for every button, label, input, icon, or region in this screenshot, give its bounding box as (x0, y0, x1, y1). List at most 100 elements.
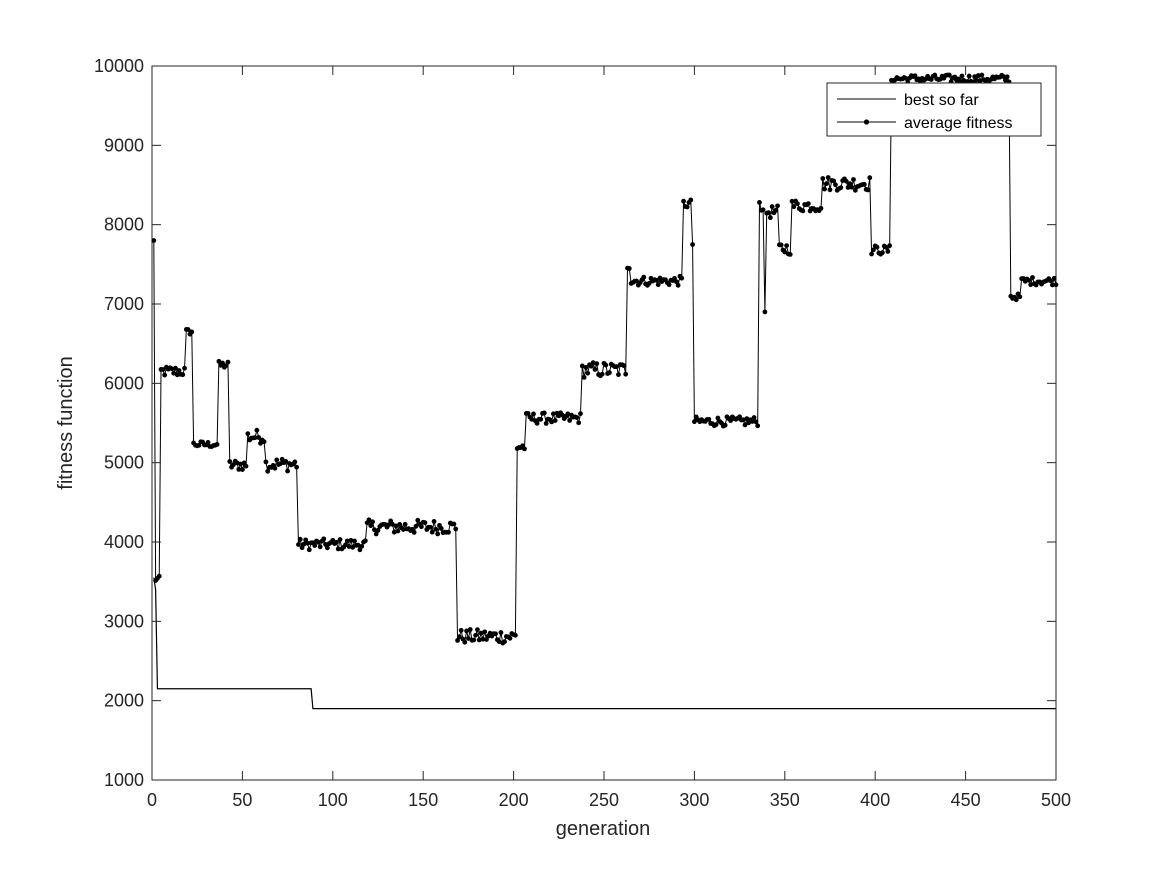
average-fitness-point (567, 417, 573, 423)
average-fitness-point (185, 327, 191, 332)
average-fitness-point (585, 370, 591, 376)
average-fitness-point (216, 358, 222, 364)
average-fitness-point (728, 418, 733, 423)
average-fitness-point (368, 523, 374, 529)
average-fitness-point (431, 518, 437, 524)
average-fitness-point (462, 639, 468, 645)
average-fitness-point (767, 215, 773, 221)
average-fitness-point (722, 422, 728, 428)
average-fitness-point (350, 544, 356, 550)
average-fitness-point (205, 439, 211, 445)
average-fitness-point (1026, 277, 1032, 283)
average-fitness-point (870, 247, 876, 253)
average-fitness-point (599, 371, 605, 377)
average-fitness-point (932, 72, 938, 78)
average-fitness-point (433, 526, 439, 532)
average-fitness-point (974, 77, 979, 83)
average-fitness-point (838, 185, 844, 191)
average-fitness-point (827, 187, 833, 193)
y-tick-label: 2000 (104, 691, 144, 711)
average-fitness-point (966, 73, 972, 79)
average-fitness-point (740, 417, 746, 423)
average-fitness-point (603, 362, 609, 368)
average-fitness-point (1017, 294, 1023, 300)
x-tick-label: 350 (770, 790, 800, 810)
average-fitness-point (543, 421, 549, 426)
average-fitness-point (762, 309, 768, 315)
average-fitness-point (476, 637, 482, 643)
average-fitness-point (1053, 282, 1059, 288)
average-fitness-point (789, 198, 795, 204)
average-fitness-point (371, 527, 377, 533)
average-fitness-point (306, 547, 312, 553)
average-fitness-point (749, 419, 755, 424)
average-fitness-point (541, 410, 547, 416)
average-fitness-point (867, 175, 873, 181)
average-fitness-point (391, 529, 397, 535)
average-fitness-point (760, 207, 766, 213)
average-fitness-point (861, 182, 867, 187)
average-fitness-point (880, 250, 885, 256)
average-fitness-point (373, 531, 379, 537)
average-fitness-point (272, 465, 278, 471)
average-fitness-point (654, 277, 659, 283)
average-fitness-point (692, 419, 697, 425)
average-fitness-point (277, 461, 283, 467)
average-fitness-point (263, 459, 269, 465)
average-fitness-point (160, 367, 166, 372)
average-fitness-point (641, 274, 647, 280)
average-fitness-point (655, 282, 661, 288)
average-fitness-point (236, 466, 242, 472)
average-fitness-point (782, 249, 788, 255)
average-fitness-point (296, 542, 301, 547)
average-fitness-point (626, 266, 632, 271)
x-tick-label: 100 (318, 790, 348, 810)
average-fitness-point (823, 181, 829, 187)
average-fitness-point (657, 275, 663, 281)
average-fitness-point (594, 361, 600, 367)
average-fitness-point (912, 73, 918, 79)
average-fitness-point (1051, 275, 1057, 281)
average-fitness-point (903, 76, 909, 81)
average-fitness-point (429, 529, 435, 535)
legend-marker-average-fitness (863, 119, 870, 125)
average-fitness-point (256, 435, 262, 440)
average-fitness-point (502, 639, 507, 645)
average-fitness-point (679, 275, 685, 281)
y-tick-label: 9000 (104, 135, 144, 155)
average-fitness-point (833, 182, 838, 188)
average-fitness-point (496, 639, 502, 644)
average-fitness-point (478, 630, 484, 636)
average-fitness-point (820, 176, 826, 181)
average-fitness-point (305, 540, 310, 546)
average-fitness-point (346, 544, 352, 549)
average-fitness-point (335, 546, 341, 552)
x-tick-label: 0 (147, 790, 157, 810)
average-fitness-point (458, 627, 464, 633)
average-fitness-point (1004, 74, 1010, 80)
average-fitness-point (265, 468, 271, 474)
average-fitness-point (769, 204, 775, 209)
average-fitness-point (681, 198, 686, 204)
average-fitness-point (822, 186, 827, 192)
y-tick-label: 5000 (104, 453, 144, 473)
average-fitness-point (359, 543, 365, 549)
x-tick-label: 300 (679, 790, 709, 810)
average-fitness-point (616, 372, 621, 378)
average-fitness-point (614, 364, 620, 370)
average-fitness-point (851, 177, 856, 182)
average-fitness-point (744, 416, 750, 422)
legend-label-average-fitness: average fitness (904, 115, 1013, 132)
average-fitness-point (390, 521, 395, 527)
best-so-far-series (153, 577, 1056, 710)
average-fitness-point (285, 468, 290, 474)
average-fitness-point (352, 538, 357, 544)
average-fitness-point (845, 185, 851, 190)
average-fitness-point (795, 201, 800, 207)
average-fitness-point (753, 419, 759, 425)
average-fitness-point (220, 360, 225, 366)
average-fitness-point (254, 427, 260, 433)
average-fitness-point (225, 359, 231, 365)
best-so-far-line (153, 577, 1056, 710)
average-fitness-point (171, 370, 177, 376)
